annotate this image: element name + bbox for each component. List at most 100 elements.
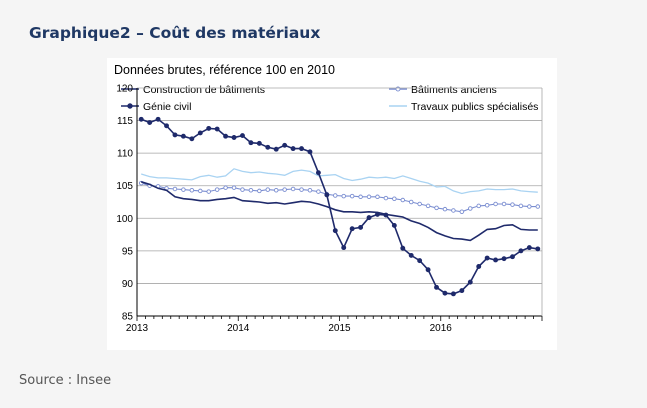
x-tick-label: 2015 [328, 323, 351, 334]
legend-item-construction: Construction de bâtiments [121, 84, 265, 96]
data-point-anciens [316, 189, 321, 194]
data-point-genie [256, 140, 262, 146]
data-point-anciens [273, 188, 279, 193]
legend-item-travaux: Travaux publics spécialisés [389, 101, 538, 113]
y-tick-label: 120 [116, 84, 133, 95]
data-point-genie [459, 288, 465, 294]
data-point-genie [273, 146, 279, 152]
data-point-anciens [189, 188, 195, 193]
data-point-genie [240, 133, 245, 139]
legend-label: Travaux publics spécialisés [411, 101, 538, 113]
chart-legend: Construction de bâtiments Bâtiments ancie… [121, 84, 538, 113]
data-point-anciens [375, 194, 380, 200]
data-point-genie [484, 255, 490, 261]
y-tick-label: 85 [122, 312, 134, 323]
data-point-genie [341, 245, 347, 251]
data-point-genie [172, 132, 178, 138]
data-point-anciens [535, 204, 541, 209]
data-point-genie [442, 290, 448, 296]
data-point-anciens [434, 205, 439, 211]
data-point-genie [535, 246, 541, 252]
data-point-anciens [214, 187, 220, 192]
legend-item-genie: Génie civil [121, 101, 191, 113]
data-point-genie [231, 135, 237, 140]
data-point-genie [434, 284, 439, 290]
data-point-anciens [299, 187, 304, 192]
series-line-construction [140, 181, 538, 242]
data-point-anciens [510, 202, 515, 207]
data-point-anciens [442, 206, 448, 212]
data-point-genie [425, 267, 431, 273]
data-point-genie [282, 142, 288, 148]
x-tick-label: 2013 [126, 323, 149, 334]
legend-swatch-marker [395, 86, 401, 92]
data-point-anciens [240, 187, 245, 192]
data-point-anciens [493, 201, 498, 207]
data-point-anciens [265, 187, 271, 192]
data-point-genie [164, 123, 169, 129]
data-point-genie [501, 256, 507, 262]
data-point-genie [493, 257, 499, 263]
x-tick-label: 2016 [430, 323, 453, 334]
data-point-genie [138, 116, 144, 122]
data-point-anciens [358, 194, 363, 200]
data-point-genie [248, 140, 254, 146]
data-point-anciens [527, 204, 532, 209]
legend-item-anciens: Bâtiments anciens [389, 84, 497, 96]
data-point-anciens [206, 189, 211, 194]
data-point-genie [518, 248, 524, 254]
y-tick-label: 90 [122, 279, 134, 290]
data-point-anciens [341, 193, 346, 199]
data-point-anciens [282, 187, 287, 192]
data-point-anciens [383, 195, 389, 201]
data-point-genie [147, 120, 153, 125]
data-point-genie [366, 215, 372, 221]
data-point-genie [349, 226, 355, 232]
data-point-genie [155, 116, 161, 122]
data-point-anciens [451, 208, 456, 213]
data-point-anciens [476, 203, 481, 209]
data-point-anciens [400, 197, 406, 203]
data-point-anciens [223, 185, 228, 190]
data-point-genie [307, 149, 313, 155]
data-point-genie [526, 245, 532, 251]
data-point-anciens [290, 186, 296, 192]
data-point-genie [206, 125, 212, 131]
y-tick-label: 105 [116, 181, 133, 192]
data-point-genie [180, 133, 186, 139]
y-tick-label: 100 [116, 214, 133, 225]
chart-plot-area [138, 116, 541, 297]
data-point-anciens [307, 188, 313, 193]
data-point-anciens [333, 193, 338, 198]
legend-label: Génie civil [143, 101, 191, 113]
data-point-anciens [181, 187, 186, 192]
data-point-anciens [459, 209, 465, 215]
data-point-genie [450, 291, 456, 297]
data-point-anciens [257, 188, 262, 194]
data-point-genie [299, 146, 304, 152]
data-point-anciens [425, 203, 431, 209]
data-point-anciens [484, 203, 490, 208]
data-point-genie [417, 258, 423, 264]
data-point-anciens [408, 199, 414, 205]
x-tick-label: 2014 [227, 323, 250, 334]
data-point-genie [189, 136, 195, 142]
data-point-genie [265, 144, 271, 150]
data-point-genie [408, 252, 414, 258]
legend-label: Construction de bâtiments [143, 84, 265, 96]
page-title: Graphique2 – Coût des matériaux [29, 24, 321, 42]
legend-swatch-marker [127, 103, 133, 109]
data-point-genie [375, 211, 380, 217]
y-tick-label: 115 [117, 116, 133, 127]
data-point-genie [324, 192, 330, 198]
data-point-genie [383, 212, 389, 218]
data-point-genie [290, 146, 296, 152]
legend-label: Bâtiments anciens [411, 84, 497, 96]
data-point-genie [332, 228, 338, 234]
data-point-genie [400, 245, 406, 251]
data-point-anciens [248, 188, 254, 193]
data-point-genie [197, 130, 203, 136]
data-point-genie [223, 133, 229, 139]
data-point-anciens [417, 201, 422, 207]
data-point-anciens [231, 185, 237, 190]
